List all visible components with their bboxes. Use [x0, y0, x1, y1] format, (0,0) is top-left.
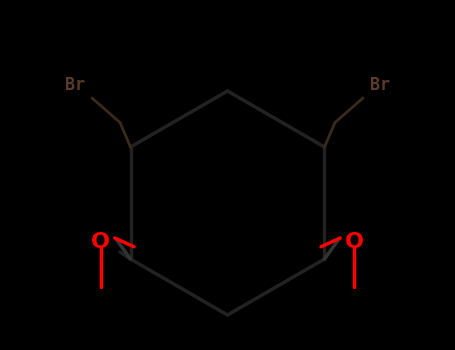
Text: O: O: [91, 231, 110, 252]
Text: Br: Br: [65, 77, 85, 95]
Text: O: O: [345, 231, 364, 252]
Text: Br: Br: [370, 77, 390, 95]
